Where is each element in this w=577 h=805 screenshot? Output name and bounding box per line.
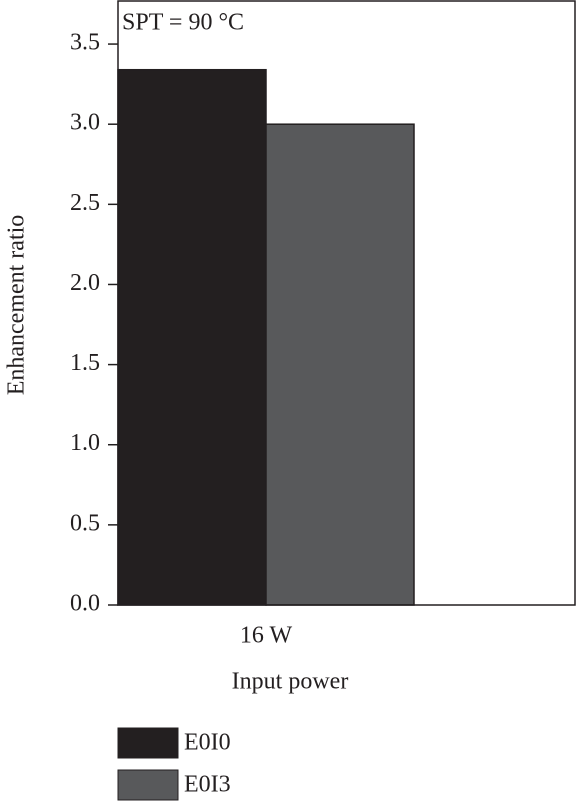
y-tick-label: 3.0 (70, 110, 100, 136)
y-tick-label: 0.5 (70, 510, 100, 536)
y-tick-label: 0.0 (70, 591, 100, 617)
plot-frame (117, 0, 576, 606)
annotation: SPT = 90 °C (122, 10, 244, 36)
legend-swatch (117, 769, 179, 801)
bar (117, 68, 267, 606)
y-tick-label: 2.5 (70, 190, 100, 216)
y-tick-label: 2.0 (70, 270, 100, 296)
legend-label: E0I3 (184, 772, 231, 798)
x-tick-label: 16 W (240, 623, 293, 649)
y-axis-label: Enhancement ratio (4, 215, 30, 396)
legend-label: E0I0 (184, 730, 231, 756)
x-axis-label: Input power (232, 669, 349, 695)
y-tick-label: 3.5 (70, 30, 100, 56)
legend-swatch (117, 727, 179, 759)
y-tick-label: 1.5 (70, 350, 100, 376)
y-tick-label: 1.0 (70, 430, 100, 456)
bar (265, 123, 415, 606)
